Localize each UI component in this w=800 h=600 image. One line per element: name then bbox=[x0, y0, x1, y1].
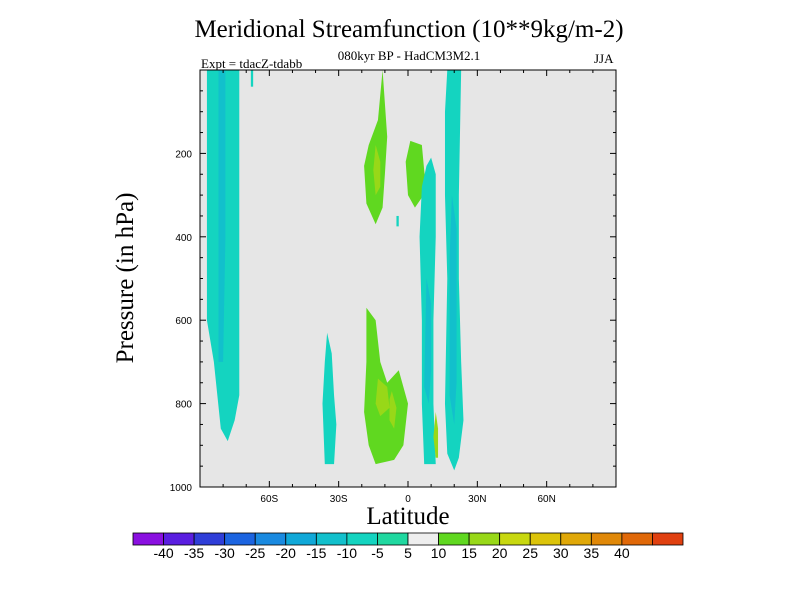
subtropical-sh-negative-cell bbox=[322, 332, 337, 465]
y-tick-label: 200 bbox=[175, 149, 192, 160]
colorbar-swatch bbox=[346, 532, 378, 546]
colorbar-swatch bbox=[224, 532, 256, 546]
y-tick-label: 600 bbox=[175, 316, 192, 327]
colorbar-swatch bbox=[315, 532, 348, 546]
x-tick-label: 60S bbox=[260, 494, 278, 505]
colorbar-label: -5 bbox=[371, 545, 384, 561]
season-label: JJA bbox=[594, 51, 614, 66]
chart-subtitle: 080kyr BP - HadCM3M2.1 bbox=[337, 48, 481, 63]
colorbar-label: 15 bbox=[461, 545, 477, 561]
sh-high-lat-negative-core bbox=[218, 70, 226, 362]
nh-subtropical-negative-core bbox=[449, 195, 457, 425]
colorbar-label: 35 bbox=[584, 545, 600, 561]
colorbar-swatch bbox=[560, 532, 592, 546]
colorbar-label: 40 bbox=[614, 545, 630, 561]
colorbar-label: -25 bbox=[245, 545, 265, 561]
x-tick-label: 30N bbox=[468, 494, 486, 505]
small-negative-patch bbox=[396, 215, 399, 227]
colorbar-label: -10 bbox=[337, 545, 357, 561]
colorbar-label: 30 bbox=[553, 545, 569, 561]
colorbar-label: -20 bbox=[276, 545, 296, 561]
colorbar-label: -30 bbox=[215, 545, 235, 561]
y-tick-label: 800 bbox=[175, 400, 192, 411]
colorbar-swatch bbox=[163, 532, 195, 546]
lower-tropical-positive-core-secondary bbox=[389, 391, 397, 429]
nh-tropical-negative-core bbox=[424, 278, 432, 404]
small-positive-patch bbox=[433, 411, 439, 458]
x-tick-label: 60N bbox=[537, 494, 555, 505]
upper-nh-positive-cell bbox=[405, 140, 427, 208]
colorbar-swatch bbox=[468, 532, 501, 546]
colorbar-swatch bbox=[285, 532, 317, 546]
colorbar-swatch bbox=[529, 532, 562, 546]
colorbar-swatch bbox=[407, 532, 439, 546]
colorbar-swatch bbox=[193, 532, 226, 546]
x-tick-label: 0 bbox=[405, 494, 411, 505]
colorbar-swatch bbox=[590, 532, 623, 546]
colorbar-swatch bbox=[438, 532, 470, 546]
small-negative-patch bbox=[250, 70, 254, 87]
colorbar-label: -35 bbox=[184, 545, 204, 561]
colorbar-swatch bbox=[652, 532, 684, 546]
colorbar-label: 5 bbox=[404, 545, 412, 561]
colorbar-label: 25 bbox=[522, 545, 538, 561]
x-tick-label: 30S bbox=[330, 494, 348, 505]
x-axis-label: Latitude bbox=[366, 503, 450, 530]
colorbar-swatch bbox=[621, 532, 653, 546]
colorbar-swatch bbox=[499, 532, 531, 546]
plot-background bbox=[200, 70, 616, 487]
colorbar-label: 10 bbox=[431, 545, 447, 561]
colorbar-swatch bbox=[377, 532, 409, 546]
colorbar-swatch bbox=[132, 532, 164, 546]
lower-tropical-positive-core bbox=[375, 378, 390, 417]
colorbar-label: -15 bbox=[306, 545, 326, 561]
colorbar-label: 20 bbox=[492, 545, 508, 561]
colorbar-swatch bbox=[254, 532, 287, 546]
colorbar-label: -40 bbox=[153, 545, 173, 561]
y-tick-label: 400 bbox=[175, 233, 192, 244]
y-tick-label: 1000 bbox=[170, 483, 193, 494]
upper-tropical-positive-core bbox=[373, 145, 381, 196]
chart-title: Meridional Streamfunction (10**9kg/m-2) bbox=[194, 16, 624, 43]
experiment-label: Expt = tdacZ-tdabb bbox=[201, 56, 303, 71]
